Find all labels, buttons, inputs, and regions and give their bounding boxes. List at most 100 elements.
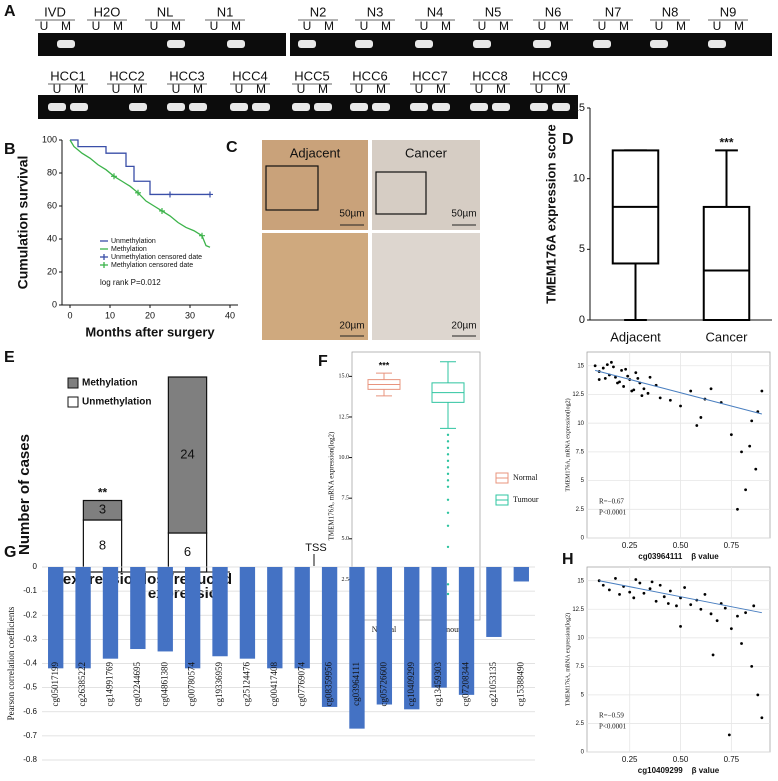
bar [267, 567, 283, 669]
x-tick-label: 0 [67, 310, 72, 320]
point [605, 363, 609, 367]
point [689, 603, 693, 607]
lane-label: M [231, 19, 241, 33]
y-tick-label: 0 [581, 536, 585, 542]
x-axis-label: cg10409299 β value [638, 766, 720, 775]
point [601, 583, 605, 587]
survival-line [70, 139, 210, 196]
panel-label: B [4, 141, 16, 158]
gel-group-label: N9 [720, 4, 737, 19]
x-tick-label: Adjacent [610, 329, 661, 344]
bar [212, 567, 228, 657]
point [699, 607, 703, 611]
gel-band [230, 103, 248, 111]
lane-label: M [324, 19, 334, 33]
x-tick-label: cg02244695 [132, 662, 142, 707]
gel-band [57, 40, 75, 48]
lane-label: U [355, 82, 364, 96]
x-tick-label: cg00417408 [269, 662, 279, 707]
y-tick-label: 12.5 [572, 392, 584, 398]
legend-label: Unmethylation [82, 397, 151, 408]
ihc-image [262, 233, 368, 340]
x-tick-label: cg19336959 [214, 662, 224, 707]
bar [513, 567, 529, 582]
point [638, 581, 642, 585]
point [593, 364, 597, 368]
y-axis-label: TMEM176A, mRNA expression(log2) [328, 431, 336, 540]
point [668, 589, 672, 593]
point [703, 593, 707, 596]
gel-band [372, 103, 390, 111]
survival-line [69, 139, 211, 248]
x-tick-label: cg14991769 [105, 662, 115, 707]
lane-label: M [113, 19, 123, 33]
gel [38, 33, 286, 56]
censor-mark [207, 191, 213, 198]
gel-group-label: N4 [427, 4, 444, 19]
ihc-column-label: Cancer [405, 145, 448, 160]
scale-label: 50µm [451, 209, 476, 220]
inset-box [375, 171, 427, 215]
lane-label: M [74, 82, 84, 96]
legend-swatch [67, 377, 79, 389]
gel-band [252, 103, 270, 111]
x-axis-label: Months after surgery [85, 324, 215, 339]
legend-label: Methylation censored date [111, 262, 193, 269]
point [632, 388, 636, 392]
y-tick-label: 7.5 [576, 664, 585, 670]
lane-label: M [619, 19, 629, 33]
x-tick-label: Tumour [435, 625, 461, 634]
point [723, 606, 727, 610]
x-tick-label: cg21053135 [488, 662, 498, 707]
point [642, 591, 646, 595]
x-tick-label: cg26385222 [77, 662, 87, 707]
lane-label: M [436, 82, 446, 96]
y-tick-label: 2.5 [342, 577, 350, 583]
gel-band [292, 103, 310, 111]
y-tick-label: -0.7 [23, 731, 37, 740]
point [658, 396, 662, 400]
point [597, 579, 601, 583]
point [597, 378, 601, 381]
point [695, 424, 699, 427]
lane-label: U [538, 19, 547, 33]
lane-label: U [535, 82, 544, 96]
gel-group-label: H2O [94, 4, 121, 19]
gel-group-label: N3 [367, 4, 384, 19]
lane-label: U [172, 82, 181, 96]
bar-segment [167, 532, 208, 573]
y-tick-label: -0.3 [23, 634, 37, 643]
gel-band [350, 103, 368, 111]
y-tick-label: 15 [577, 363, 584, 369]
point [648, 375, 652, 379]
x-tick-label: 30 [185, 310, 195, 320]
point [636, 377, 640, 380]
legend-label: Tumour [513, 495, 539, 504]
legend-label: Normal [513, 473, 538, 482]
box-whisker [624, 263, 647, 321]
point [628, 590, 632, 594]
gel-band [552, 103, 570, 111]
gel-band [650, 40, 668, 48]
bar [130, 567, 146, 650]
point [729, 627, 733, 631]
x-tick-label: cg00780574 [187, 662, 197, 707]
x-tick-label: cg08359956 [324, 662, 334, 707]
ihc-column-label: Adjacent [290, 145, 341, 160]
x-tick-label: 40 [225, 310, 235, 320]
tss-label: TSS [305, 542, 326, 554]
gel-band [432, 103, 450, 111]
y-tick-label: 15 [577, 578, 584, 584]
point [709, 387, 713, 391]
y-tick-label: -0.5 [23, 683, 37, 692]
y-tick-label: 7.5 [576, 449, 585, 455]
point [760, 716, 764, 720]
gel-band [189, 103, 207, 111]
panel-label: G [4, 544, 16, 561]
point [729, 433, 733, 437]
point [646, 391, 650, 395]
gel-group-label: N2 [310, 4, 327, 19]
point [715, 619, 719, 623]
